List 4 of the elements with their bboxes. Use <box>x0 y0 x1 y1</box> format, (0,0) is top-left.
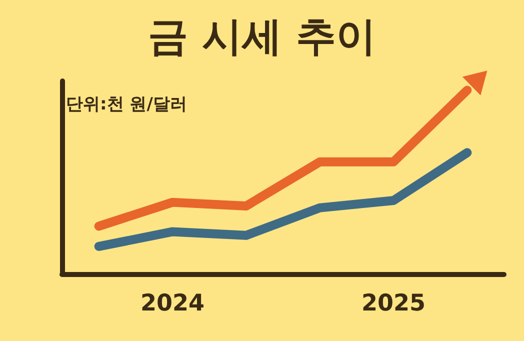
x-tick-label: 2025 <box>361 290 426 316</box>
x-tick-label: 2024 <box>140 290 205 316</box>
annotation: 단위:천 원/달러 <box>66 94 187 114</box>
chart-title: 금 시세 추이 <box>148 14 376 60</box>
